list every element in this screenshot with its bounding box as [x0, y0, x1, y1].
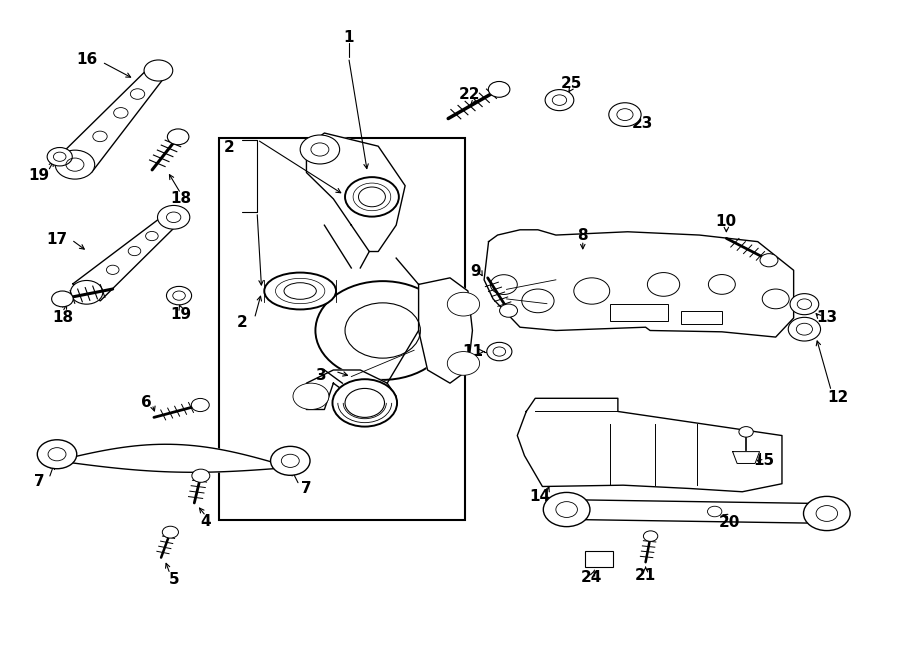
Circle shape [144, 60, 173, 81]
Circle shape [545, 90, 574, 110]
Text: 5: 5 [168, 572, 179, 587]
Text: 7: 7 [34, 475, 44, 489]
Polygon shape [306, 370, 396, 409]
Circle shape [487, 342, 512, 361]
Circle shape [55, 150, 94, 179]
Circle shape [351, 387, 387, 412]
Text: 19: 19 [29, 169, 50, 183]
Polygon shape [418, 278, 472, 383]
Circle shape [51, 291, 73, 307]
Ellipse shape [265, 272, 336, 309]
Polygon shape [58, 67, 166, 173]
Circle shape [162, 526, 178, 538]
Text: 4: 4 [201, 514, 212, 529]
Text: 7: 7 [302, 481, 311, 496]
Text: 15: 15 [753, 453, 775, 469]
Text: 9: 9 [470, 264, 481, 279]
Text: 22: 22 [459, 87, 481, 102]
Text: 18: 18 [52, 310, 73, 325]
Text: 6: 6 [141, 395, 152, 410]
Polygon shape [57, 444, 291, 473]
Text: 17: 17 [47, 232, 68, 247]
Polygon shape [518, 399, 782, 492]
Text: 23: 23 [632, 116, 653, 131]
Circle shape [345, 177, 399, 217]
Text: 12: 12 [827, 390, 848, 405]
Circle shape [332, 379, 397, 426]
Circle shape [644, 531, 658, 541]
Circle shape [788, 317, 821, 341]
Text: 14: 14 [529, 489, 550, 504]
Circle shape [37, 440, 76, 469]
Text: 16: 16 [76, 52, 97, 67]
Text: 13: 13 [816, 310, 837, 325]
Circle shape [608, 102, 641, 126]
Text: 24: 24 [581, 570, 602, 585]
Text: 2: 2 [224, 140, 235, 155]
Polygon shape [566, 500, 827, 524]
Text: 21: 21 [635, 568, 656, 583]
Text: 20: 20 [719, 515, 741, 530]
Circle shape [192, 469, 210, 483]
Text: 2: 2 [237, 315, 248, 330]
Circle shape [167, 129, 189, 145]
Polygon shape [733, 451, 760, 463]
Circle shape [804, 496, 850, 531]
Text: 10: 10 [716, 214, 737, 229]
Bar [585, 551, 613, 567]
Text: 25: 25 [561, 76, 581, 91]
Text: 19: 19 [170, 307, 192, 321]
Polygon shape [484, 230, 794, 337]
Polygon shape [306, 133, 405, 252]
Circle shape [301, 135, 339, 164]
Text: 3: 3 [317, 368, 327, 383]
Circle shape [271, 446, 310, 475]
Circle shape [739, 426, 753, 437]
Circle shape [166, 286, 192, 305]
Circle shape [447, 292, 480, 316]
Text: 1: 1 [344, 30, 354, 45]
Bar [681, 311, 722, 324]
Text: 18: 18 [170, 191, 192, 206]
Circle shape [790, 293, 819, 315]
Circle shape [544, 492, 590, 527]
Text: 11: 11 [462, 344, 483, 359]
Circle shape [293, 383, 328, 409]
Circle shape [447, 352, 480, 375]
Bar [219, 138, 465, 520]
Polygon shape [73, 213, 181, 301]
Circle shape [315, 281, 450, 380]
Text: 8: 8 [578, 227, 588, 243]
Circle shape [158, 206, 190, 229]
Circle shape [47, 147, 72, 166]
Circle shape [70, 280, 103, 304]
Circle shape [192, 399, 210, 412]
Bar [609, 304, 668, 321]
Circle shape [500, 304, 518, 317]
Circle shape [489, 81, 510, 97]
Circle shape [760, 254, 778, 267]
